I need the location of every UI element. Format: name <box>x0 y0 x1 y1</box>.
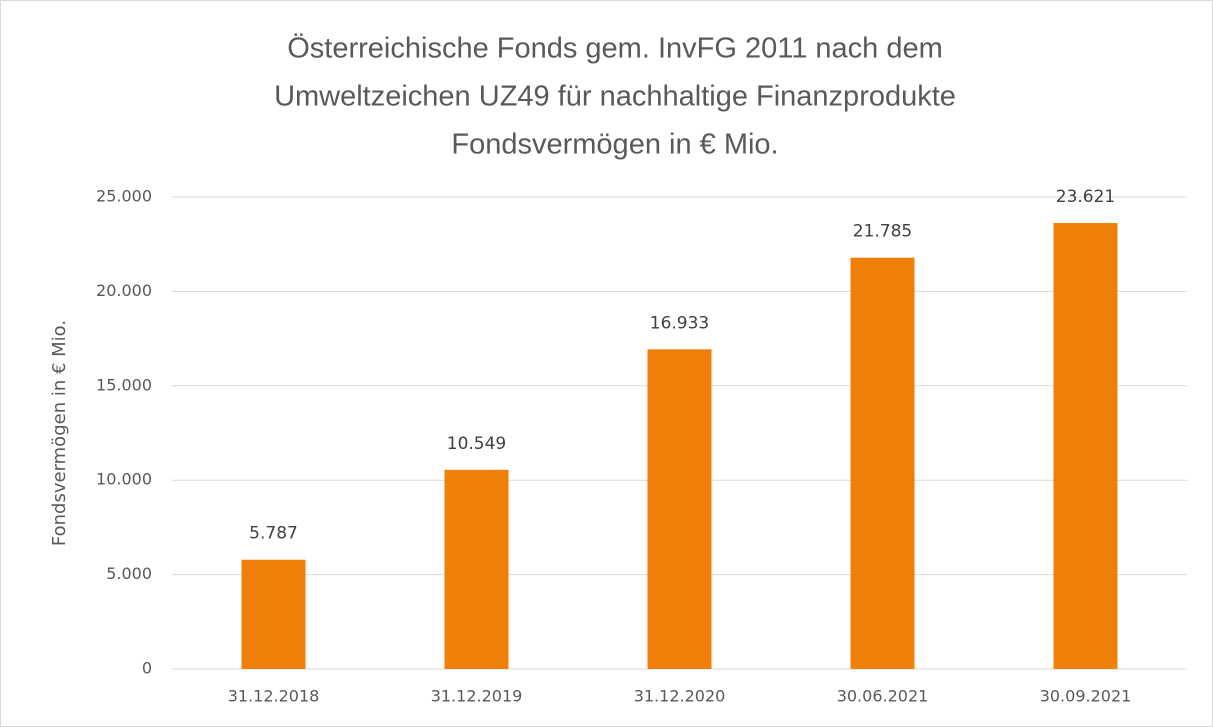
y-tick-label: 5.000 <box>106 564 152 583</box>
y-tick-label: 25.000 <box>96 187 152 206</box>
chart-title: Fondsvermögen in € Mio. <box>451 129 778 161</box>
x-tick-label: 31.12.2020 <box>634 687 726 706</box>
chart-title: Österreichische Fonds gem. InvFG 2011 na… <box>287 33 943 65</box>
chart-title: Umweltzeichen UZ49 für nachhaltige Finan… <box>274 81 956 113</box>
x-tick-label: 30.09.2021 <box>1040 687 1132 706</box>
bar <box>647 349 712 669</box>
bar <box>1053 223 1118 669</box>
data-label: 16.933 <box>650 313 709 333</box>
data-label: 5.787 <box>249 524 298 544</box>
y-tick-label: 10.000 <box>96 470 152 489</box>
x-tick-label: 31.12.2018 <box>228 687 320 706</box>
y-tick-label: 20.000 <box>96 281 152 300</box>
y-tick-label: 0 <box>142 659 152 678</box>
y-axis-label: Fondsvermögen in € Mio. <box>49 320 70 546</box>
y-tick-label: 15.000 <box>96 375 152 394</box>
data-label: 10.549 <box>447 434 506 454</box>
data-label: 21.785 <box>853 222 912 242</box>
bar <box>241 559 306 669</box>
x-tick-label: 31.12.2019 <box>431 687 523 706</box>
bar <box>444 469 509 669</box>
x-tick-label: 30.06.2021 <box>837 687 929 706</box>
data-label: 23.621 <box>1056 187 1115 207</box>
bar <box>850 257 915 669</box>
